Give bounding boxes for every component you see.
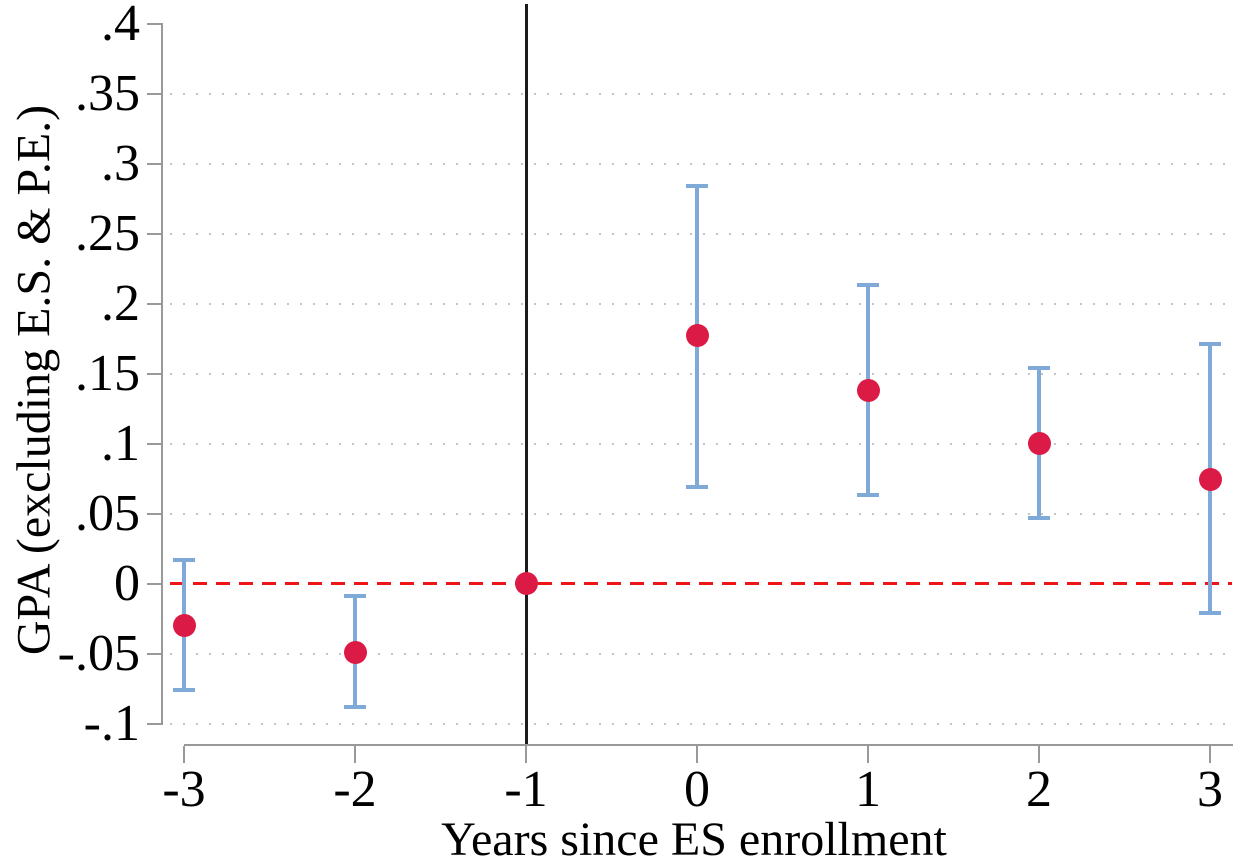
y-tick: [147, 22, 162, 25]
gridline: [170, 372, 1232, 375]
x-tick: [1038, 746, 1040, 763]
data-point: [343, 640, 367, 664]
error-bar-cap-top: [857, 283, 879, 288]
y-tick: [147, 652, 162, 655]
error-bar-cap-bottom: [1199, 610, 1221, 615]
data-point: [172, 614, 196, 637]
x-tick-label: -1: [504, 761, 548, 818]
y-tick: [147, 162, 162, 165]
gridline: [170, 162, 1232, 165]
data-point: [685, 324, 709, 348]
error-bar-cap-top: [1028, 365, 1050, 370]
x-tick: [867, 746, 869, 763]
x-axis-title: Years since ES enrollment: [441, 813, 947, 864]
x-tick-label: 0: [684, 761, 710, 818]
y-tick: [147, 722, 162, 725]
y-tick-label: .3: [101, 134, 140, 192]
y-tick-label: .05: [75, 484, 140, 542]
zero-reference-line: [170, 582, 1232, 585]
y-axis-line: [161, 22, 163, 725]
y-tick-label: .4: [101, 0, 140, 52]
y-tick: [147, 442, 162, 445]
x-tick: [183, 746, 185, 763]
data-point: [1198, 468, 1222, 492]
x-tick-label: 2: [1026, 761, 1052, 818]
data-point: [1027, 432, 1051, 455]
y-tick: [147, 512, 162, 515]
x-tick: [1209, 746, 1211, 763]
y-tick-label: 0: [114, 554, 140, 612]
gridline: [170, 302, 1232, 305]
x-tick-label: -3: [162, 761, 206, 818]
y-tick-label: .15: [75, 344, 140, 402]
gridline: [170, 232, 1232, 235]
y-tick: [147, 232, 162, 235]
y-tick-label: -.05: [57, 624, 140, 682]
y-tick-label: .2: [101, 274, 140, 332]
y-tick-label: .25: [75, 204, 140, 262]
y-tick-label: .35: [75, 64, 140, 122]
y-tick: [147, 302, 162, 305]
gridline: [170, 92, 1232, 95]
x-tick-label: 1: [855, 761, 881, 818]
x-tick: [696, 746, 698, 763]
error-bar-cap-bottom: [686, 484, 708, 489]
x-tick-label: -2: [333, 761, 377, 818]
gridline: [170, 652, 1232, 655]
y-tick-label: -.1: [83, 694, 140, 752]
x-tick: [354, 746, 356, 763]
error-bar-cap-top: [344, 594, 366, 599]
error-bar-cap-bottom: [173, 687, 195, 692]
error-bar-cap-bottom: [857, 493, 879, 498]
error-bar-cap-bottom: [344, 704, 366, 709]
error-bar-cap-top: [173, 557, 195, 562]
gridline: [170, 722, 1232, 725]
error-bar-cap-top: [1199, 342, 1221, 347]
gridline: [170, 512, 1232, 515]
x-tick: [525, 746, 527, 763]
data-point: [856, 378, 880, 402]
y-tick-label: .1: [101, 414, 140, 472]
y-tick: [147, 582, 162, 585]
error-bar-cap-bottom: [1028, 515, 1050, 520]
gridline: [170, 442, 1232, 445]
y-tick: [147, 372, 162, 375]
y-tick: [147, 92, 162, 95]
enrollment-event-line: [524, 4, 528, 745]
x-axis-line: [184, 744, 1233, 746]
error-bar-cap-top: [686, 183, 708, 188]
data-point: [514, 572, 538, 595]
x-tick-label: 3: [1197, 761, 1223, 818]
